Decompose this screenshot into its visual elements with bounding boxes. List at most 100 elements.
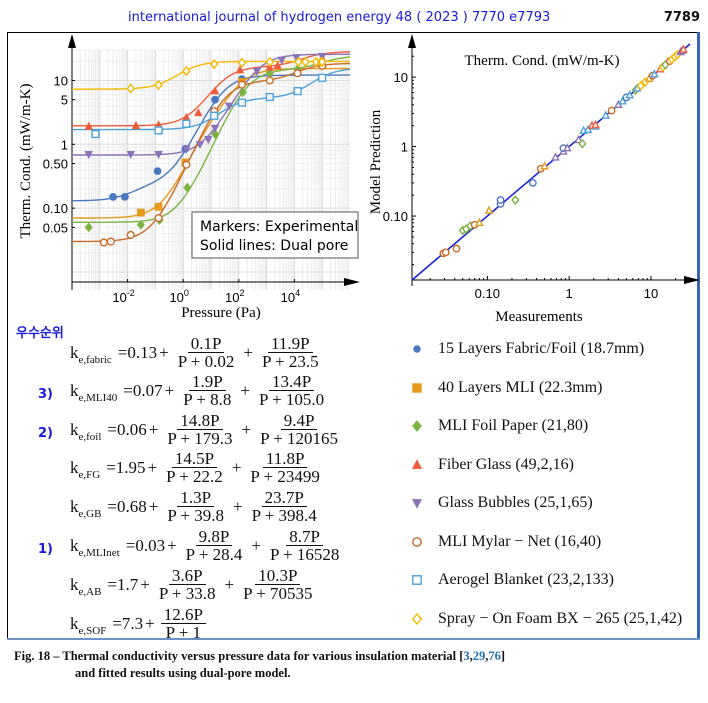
data-point bbox=[318, 73, 327, 82]
data-point bbox=[277, 56, 286, 65]
legend-marker-shape bbox=[412, 420, 422, 432]
plus-sign: + bbox=[231, 457, 242, 477]
fraction: 9.8P P + 28.4 bbox=[183, 528, 246, 563]
figure-caption: Fig. 18 – Thermal conductivity versus pr… bbox=[14, 649, 506, 680]
caption-prefix: Fig. 18 – Thermal conductivity versus pr… bbox=[14, 649, 464, 663]
legend-item: Aerogel Blanket (23,2,133) bbox=[410, 571, 614, 589]
equation-constant: 0.03 bbox=[135, 535, 166, 555]
equation-lhs: ke,MLI40 bbox=[70, 381, 117, 404]
scatter-point bbox=[540, 161, 549, 170]
prediction-vs-measurement-chart: 0.10 1 10 0.10 1 10 Therm. Cond. (mW/m-K) Measu… bbox=[368, 34, 700, 325]
scatter-point bbox=[574, 134, 583, 144]
scatter-point bbox=[591, 119, 600, 129]
equals: = bbox=[107, 574, 118, 594]
plot-grid bbox=[71, 49, 350, 290]
rank-label: 2) bbox=[38, 426, 53, 441]
plus-sign: + bbox=[233, 496, 243, 516]
legend-marker-icon bbox=[410, 381, 424, 395]
equals: = bbox=[107, 419, 118, 439]
caption-ref[interactable]: 29 bbox=[472, 649, 486, 663]
data-point bbox=[182, 119, 191, 128]
x-tick-label: 102 bbox=[225, 288, 244, 305]
k-symbol: k bbox=[70, 342, 79, 362]
k-symbol: k bbox=[70, 574, 79, 594]
caption-ref[interactable]: 3 bbox=[463, 649, 470, 663]
legend-marker-shape bbox=[411, 612, 423, 625]
legend-item: MLI Foil Paper (21,80) bbox=[410, 417, 588, 435]
fraction: 23.7P P + 398.4 bbox=[249, 489, 320, 524]
data-point bbox=[182, 145, 191, 154]
x-axis-arrow bbox=[684, 276, 700, 284]
fraction: 8.7P P + 16528 bbox=[267, 528, 342, 563]
numerator: 1.3P bbox=[177, 489, 215, 507]
x-tick-exponent: -2 bbox=[127, 288, 135, 298]
fraction: 1.9P P + 8.8 bbox=[180, 373, 234, 408]
data-point bbox=[154, 79, 163, 91]
numerator: 14.5P bbox=[171, 450, 218, 468]
data-point bbox=[106, 237, 115, 246]
data-point bbox=[235, 65, 245, 74]
data-point bbox=[265, 92, 274, 102]
fraction: 14.5P P + 22.2 bbox=[163, 450, 226, 485]
data-point bbox=[182, 160, 191, 169]
fraction: 0.1P P + 0.02 bbox=[175, 335, 238, 370]
legend-marker-shape bbox=[411, 499, 423, 509]
plus-sign: + bbox=[251, 535, 261, 555]
k-symbol: k bbox=[70, 613, 79, 633]
numerator: 3.6P bbox=[168, 567, 206, 585]
numerator: 10.3P bbox=[255, 567, 301, 585]
data-point bbox=[121, 193, 129, 201]
numerator: 13.4P bbox=[268, 373, 315, 391]
equation-fabric: ke,fabric = 0.13 +0.1P P + 0.02 +11.9P P + 23… bbox=[70, 335, 326, 370]
scatter-point bbox=[578, 138, 587, 149]
legend-item: 15 Layers Fabric/Foil (18.7mm) bbox=[410, 340, 644, 358]
data-point bbox=[211, 95, 219, 104]
y-tick-label: 0.10 bbox=[43, 201, 68, 216]
fraction: 11.9P P + 23.5 bbox=[259, 335, 322, 370]
caption-suffix: ] bbox=[500, 649, 506, 663]
data-point bbox=[154, 213, 163, 223]
numerator: 14.8P bbox=[177, 412, 223, 430]
legend-label: Glass Bubbles (25,1,65) bbox=[438, 494, 593, 511]
numerator: 11.8P bbox=[262, 450, 308, 468]
scatter-point bbox=[496, 196, 505, 204]
numerator: 12.6P bbox=[160, 606, 206, 624]
scatter-point bbox=[484, 205, 494, 214]
y-tick-label: 0.50 bbox=[43, 157, 68, 172]
equation-subscript: e,SOF bbox=[78, 624, 107, 637]
fraction: 10.3P P + 70535 bbox=[240, 567, 315, 602]
data-point bbox=[84, 150, 93, 160]
legend-marker-shape bbox=[413, 345, 421, 353]
fraction: 11.8P P + 23499 bbox=[247, 450, 322, 485]
x-tick-exponent: 0 bbox=[184, 288, 189, 298]
legend-item: Fiber Glass (49,2,16) bbox=[410, 456, 574, 474]
y-tick-label: 10 bbox=[394, 70, 408, 85]
k-symbol: k bbox=[70, 496, 79, 516]
denominator: P + 28.4 bbox=[185, 545, 243, 564]
journal-header: international journal of hydrogen energy… bbox=[128, 10, 551, 25]
caption-ref[interactable]: 76 bbox=[488, 649, 501, 663]
scatter-point bbox=[649, 69, 659, 78]
equation-constant: 1.95 bbox=[115, 457, 146, 477]
legend-marker-shape bbox=[412, 575, 422, 585]
data-point bbox=[294, 56, 303, 68]
data-point bbox=[109, 193, 117, 201]
scatter-point bbox=[562, 143, 572, 152]
legend-marker-icon bbox=[410, 458, 424, 472]
fraction: 12.6P P + 1 bbox=[160, 606, 206, 641]
numerator: 1.9P bbox=[188, 373, 226, 391]
legend-marker-icon bbox=[410, 419, 424, 433]
data-point bbox=[265, 76, 274, 85]
data-point bbox=[136, 219, 145, 230]
k-symbol: k bbox=[70, 535, 79, 555]
y-tick-label: 1 bbox=[401, 140, 408, 155]
data-point bbox=[154, 126, 163, 135]
denominator: P + 8.8 bbox=[183, 390, 232, 409]
y-tick-label: 0.05 bbox=[43, 220, 68, 235]
k-symbol: k bbox=[70, 457, 79, 477]
data-point bbox=[126, 230, 135, 240]
data-point bbox=[265, 56, 275, 68]
fit-curve bbox=[72, 56, 351, 223]
equation-lhs: ke,GB bbox=[70, 496, 101, 520]
equation-subscript: e,foil bbox=[78, 430, 102, 443]
